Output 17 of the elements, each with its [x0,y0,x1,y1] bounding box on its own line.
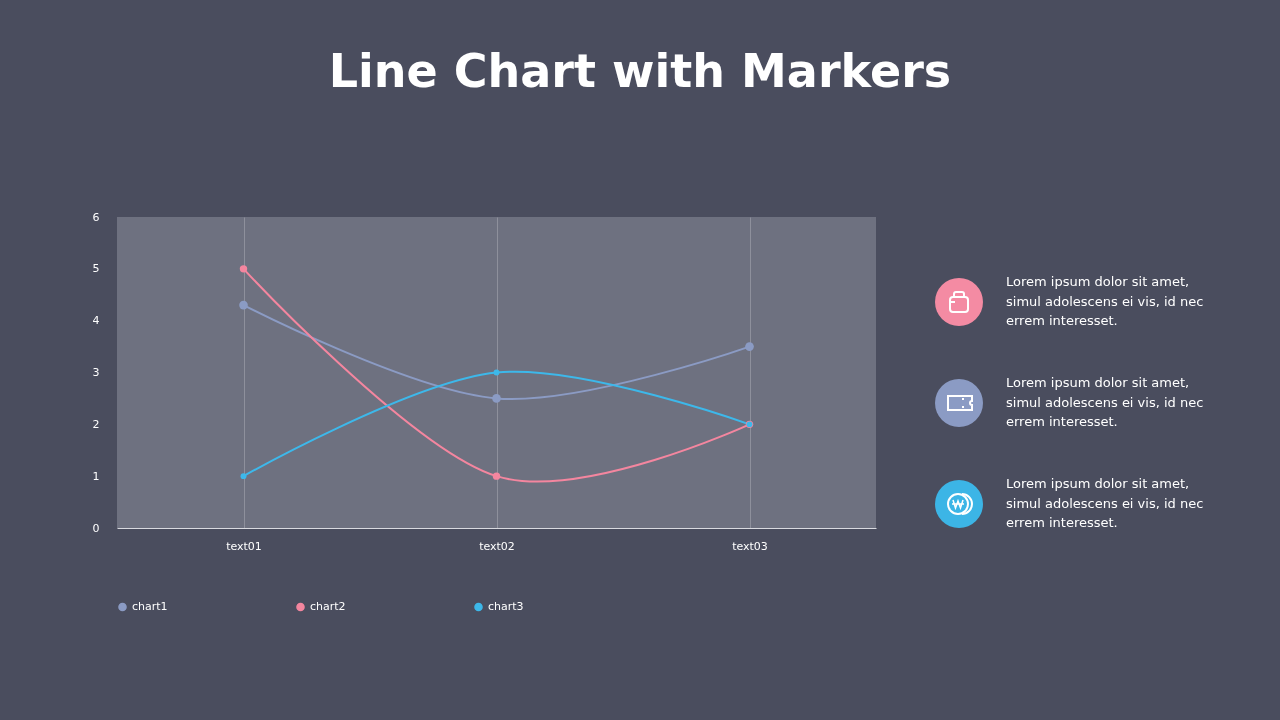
text: Lorem ipsum dolor sit amet, simul adolescens ei vis, id nec errem interesset. [1006,374,1205,431]
legend-label: chart1 [132,599,168,613]
legend-label: chart2 [310,599,346,613]
x-tick-label: text03 [732,539,768,553]
x-tick-label: text01 [226,539,262,553]
y-tick-label: 5 [92,262,100,276]
y-tick-label: 4 [92,314,100,328]
text: Lorem ipsum dolor sit amet, simul adolescens ei vis, id nec errem interesset. [1006,475,1205,532]
legend-label: chart3 [488,599,524,613]
x-tick-label: text02 [479,539,515,553]
chart-title: Line Chart with Markers [327,44,953,98]
y-tick-label: 2 [92,417,100,431]
y-tick-label: 0 [92,521,100,535]
y-tick-label: 6 [92,210,100,224]
y-tick-label: 1 [92,469,100,483]
y-tick-label: 3 [92,366,100,379]
text: Lorem ipsum dolor sit amet, simul adolescens ei vis, id nec errem interesset. [1006,273,1205,330]
